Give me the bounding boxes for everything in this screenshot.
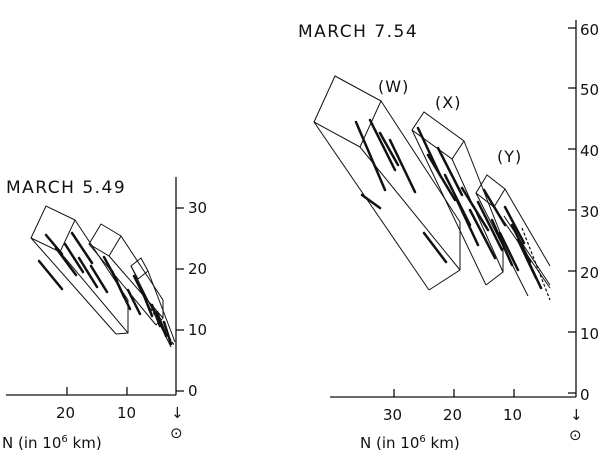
left-panel: MARCH 5.49 0 10 20 30 20 10 N (in 106 km… <box>2 177 207 452</box>
right-xtick-30: 30 <box>383 406 402 424</box>
left-ytick-0: 0 <box>188 382 198 400</box>
right-xtick-20: 20 <box>443 406 462 424</box>
left-x-axis-label: N (in 106 km) <box>2 434 102 452</box>
right-ytick-10: 10 <box>580 325 599 343</box>
left-title: MARCH 5.49 <box>6 178 126 198</box>
right-x-ticks <box>393 389 515 397</box>
left-sun-arrow: ↓ <box>171 404 184 422</box>
left-xtick-20: 20 <box>56 404 75 422</box>
left-ytick-30: 30 <box>188 199 207 217</box>
left-sun-symbol: ⊙ <box>170 424 183 442</box>
right-ytick-20: 20 <box>580 264 599 282</box>
right-panel: MARCH 7.54 0 10 20 30 40 50 60 30 20 10 … <box>298 20 599 452</box>
right-sun-arrow: ↓ <box>570 406 583 424</box>
right-sun-symbol: ⊙ <box>569 426 582 444</box>
region-label-y: (Y) <box>497 147 522 166</box>
left-xtick-10: 10 <box>117 404 136 422</box>
right-x-axis-label: N (in 106 km) <box>360 434 460 452</box>
left-box-2 <box>88 223 164 326</box>
left-ytick-20: 20 <box>188 260 207 278</box>
right-y-ticks <box>568 27 576 394</box>
right-ytick-0: 0 <box>580 386 590 404</box>
right-ytick-50: 50 <box>580 81 599 99</box>
left-streaks <box>37 231 173 346</box>
region-label-x: (X) <box>435 93 461 112</box>
left-dashed-path <box>144 299 175 346</box>
right-ytick-60: 60 <box>580 21 599 39</box>
left-y-ticks <box>176 207 184 392</box>
right-streaks <box>354 118 543 290</box>
right-ytick-40: 40 <box>580 142 599 160</box>
region-label-w: (W) <box>378 77 409 96</box>
right-xtick-10: 10 <box>503 406 522 424</box>
right-ytick-30: 30 <box>580 203 599 221</box>
right-dashed-path <box>521 227 551 301</box>
left-x-ticks <box>66 387 128 395</box>
right-title: MARCH 7.54 <box>298 22 418 42</box>
left-ytick-10: 10 <box>188 321 207 339</box>
